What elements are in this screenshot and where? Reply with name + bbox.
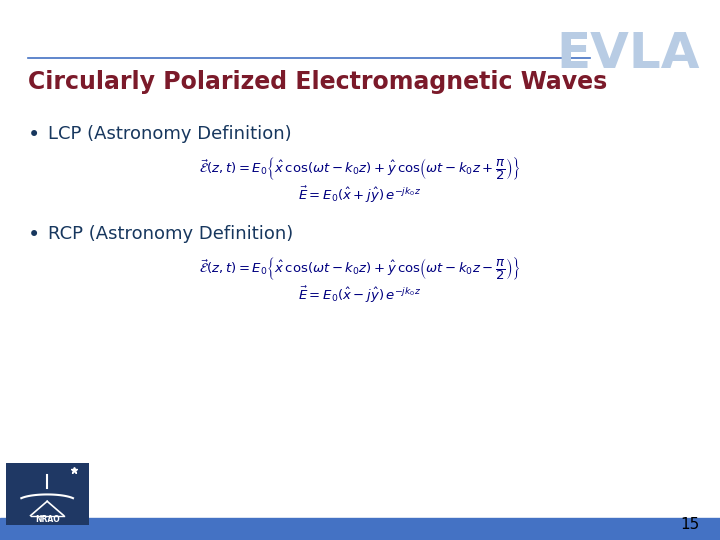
Text: •: • [28,225,40,245]
Text: $\vec{E} = E_0(\hat{x} - j\hat{y})\,e^{-jk_0 z}$: $\vec{E} = E_0(\hat{x} - j\hat{y})\,e^{-… [298,285,422,305]
Text: EVLA: EVLA [557,30,700,78]
Bar [0,518,720,540]
Text: NRAO: NRAO [35,515,60,524]
Text: $\vec{E} = E_0(\hat{x} + j\hat{y})\,e^{-jk_0 z}$: $\vec{E} = E_0(\hat{x} + j\hat{y})\,e^{-… [298,185,422,205]
Text: •: • [28,125,40,145]
Text: RCP (Astronomy Definition): RCP (Astronomy Definition) [48,225,293,243]
Text: $\vec{\mathcal{E}}(z,t) = E_0\left\{\hat{x}\,\cos(\omega t - k_0 z) + \hat{y}\,\: $\vec{\mathcal{E}}(z,t) = E_0\left\{\hat… [199,155,521,182]
Text: Circularly Polarized Electromagnetic Waves: Circularly Polarized Electromagnetic Wav… [28,70,607,94]
Text: $\vec{\mathcal{E}}(z,t) = E_0\left\{\hat{x}\,\cos(\omega t - k_0 z) + \hat{y}\,\: $\vec{\mathcal{E}}(z,t) = E_0\left\{\hat… [199,255,521,282]
Text: LCP (Astronomy Definition): LCP (Astronomy Definition) [48,125,292,143]
Text: 15: 15 [680,517,700,532]
